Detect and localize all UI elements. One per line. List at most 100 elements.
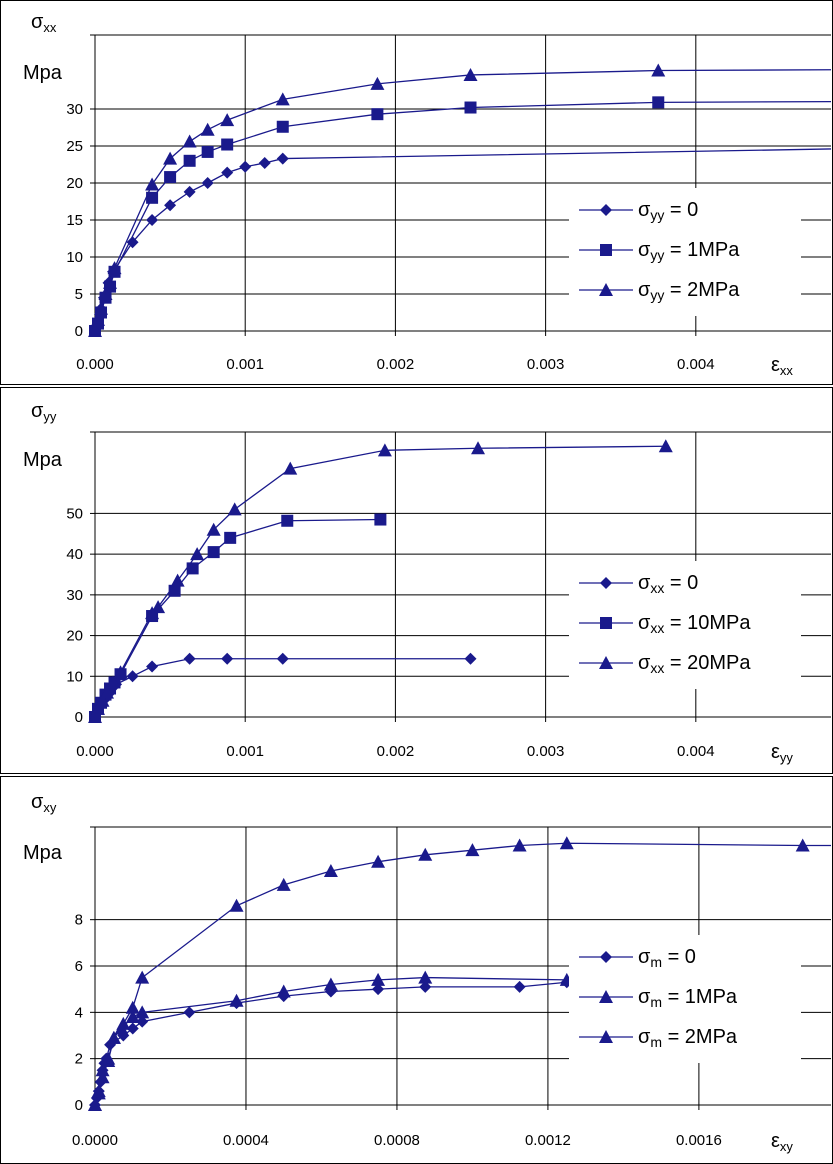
chart-panel-sxx: 0.000 0.001 0.002 0.003 0.004 0 5 10 15 20 25 30 σxx… <box>0 0 833 385</box>
series-1-point <box>221 138 234 151</box>
y-tick-label: 8 <box>75 912 83 929</box>
series-2-point <box>101 1051 116 1065</box>
series-1-line <box>94 100 832 332</box>
x-tick-label: 0.001 <box>226 356 264 373</box>
y-tick-label: 4 <box>75 1004 83 1021</box>
series-2-point <box>145 177 160 191</box>
series-2-point <box>125 1000 140 1014</box>
y-axis-label: σxy <box>31 791 57 815</box>
legend-0-label: σxx = 0 <box>638 572 698 596</box>
x-axis-label: εyy <box>771 741 793 765</box>
series-2-point <box>88 710 102 723</box>
series-1-point <box>125 1009 140 1023</box>
series-1-point <box>276 120 289 133</box>
y-tick-label: 6 <box>75 958 83 975</box>
legend-1-marker <box>599 990 613 1003</box>
y-tick-label: 20 <box>66 175 83 192</box>
series-2-point <box>170 573 185 587</box>
series-0-point <box>126 236 139 249</box>
legend-1-label: σm = 1MPa <box>638 986 738 1010</box>
series-0-point <box>183 652 196 665</box>
x-tick-label: 0.002 <box>377 743 415 760</box>
series-1-point <box>652 96 665 109</box>
series-0-point <box>258 157 271 170</box>
y-tick-label: 25 <box>66 138 83 155</box>
series-1-point <box>164 171 177 184</box>
x-axis-label: εxy <box>771 1130 793 1154</box>
series-2-point <box>88 1098 102 1111</box>
series-0-point <box>513 980 526 993</box>
series-0-point <box>146 660 159 673</box>
series-1-point <box>95 1070 110 1084</box>
series-2-point <box>100 685 115 699</box>
legend-0-marker <box>600 204 612 216</box>
y-tick-label: 10 <box>66 668 83 685</box>
series-0-point <box>201 177 214 189</box>
series-2-point <box>275 92 290 106</box>
legend-0-label: σyy = 0 <box>638 199 698 223</box>
y-tick-label: 0 <box>75 1097 83 1114</box>
series-2-point <box>200 122 215 136</box>
legend-2-label: σyy = 2MPa <box>638 279 740 303</box>
y-axis-unit: Mpa <box>23 62 63 84</box>
series-2-point <box>370 76 385 90</box>
series-0-point <box>276 152 289 165</box>
chart-sxy-vs-exy: 0.0000 0.0004 0.0008 0.0012 0.0016 0 2 4 6 8 σxy Mp… <box>23 791 831 1154</box>
legend-2-label: σxx = 20MPa <box>638 652 751 676</box>
series-2-point <box>95 693 110 707</box>
y-tick-label: 20 <box>66 628 83 645</box>
x-tick-label: 0.0016 <box>676 1132 722 1149</box>
series-2-point <box>795 838 810 852</box>
y-tick-label: 2 <box>75 1051 83 1068</box>
series-2-point <box>91 312 106 326</box>
chart-sxx-vs-exx: 0.000 0.001 0.002 0.003 0.004 0 5 10 15 20 25 30 σxx… <box>23 11 832 378</box>
series-2-point <box>106 1030 121 1044</box>
series-0-point <box>276 652 289 665</box>
series-2-point <box>107 261 122 275</box>
series-0-point <box>372 983 385 996</box>
series-2-point <box>88 324 102 337</box>
series-2-point <box>106 675 121 689</box>
series-2-point <box>103 275 118 289</box>
legend-1-marker <box>600 244 612 256</box>
y-tick-label: 30 <box>66 101 83 118</box>
y-axis-label: σyy <box>31 400 57 424</box>
series-1-point <box>281 514 294 527</box>
x-tick-label: 0.004 <box>677 743 715 760</box>
series-2-line <box>94 69 832 332</box>
series-0-point <box>419 980 432 993</box>
series-2-point <box>512 838 527 852</box>
legend-2-marker <box>599 1030 613 1043</box>
x-tick-label: 0.003 <box>527 356 565 373</box>
x-tick-label: 0.0008 <box>374 1132 420 1149</box>
x-tick-label: 0.002 <box>377 356 415 373</box>
series-1-point <box>146 191 159 204</box>
series-2-point <box>135 970 150 984</box>
series-2-point <box>91 1084 106 1098</box>
y-axis-label: σxx <box>31 11 57 35</box>
legend-2-marker <box>599 656 613 669</box>
series-2-point <box>276 877 291 891</box>
legend-2-label: σm = 2MPa <box>638 1026 738 1050</box>
series-1-point <box>371 108 384 121</box>
x-tick-label: 0.0004 <box>223 1132 269 1149</box>
series-1-point <box>418 970 433 984</box>
series-2-point <box>658 439 673 453</box>
x-tick-label: 0.0000 <box>72 1132 118 1149</box>
legend-0-label: σm = 0 <box>638 946 696 970</box>
series-0-point <box>126 1022 139 1035</box>
series-2-point <box>190 547 205 561</box>
series-2-point <box>227 502 242 516</box>
series-2-point <box>377 443 392 457</box>
chart-syy-vs-eyy: 0.000 0.001 0.002 0.003 0.004 0 10 20 30 40 50 σyy M… <box>23 400 831 765</box>
series-0-point <box>146 214 159 226</box>
series-0-point <box>104 1038 117 1051</box>
series-0-point <box>221 652 234 665</box>
chart-panel-syy: 0.000 0.001 0.002 0.003 0.004 0 10 20 30 40 50 σyy M… <box>0 387 833 774</box>
y-tick-label: 30 <box>66 587 83 604</box>
series-2-point <box>113 665 128 679</box>
y-tick-label: 0 <box>75 709 83 726</box>
series-1-point <box>229 993 244 1007</box>
x-tick-label: 0.001 <box>226 743 264 760</box>
legend-2-marker <box>599 283 613 296</box>
